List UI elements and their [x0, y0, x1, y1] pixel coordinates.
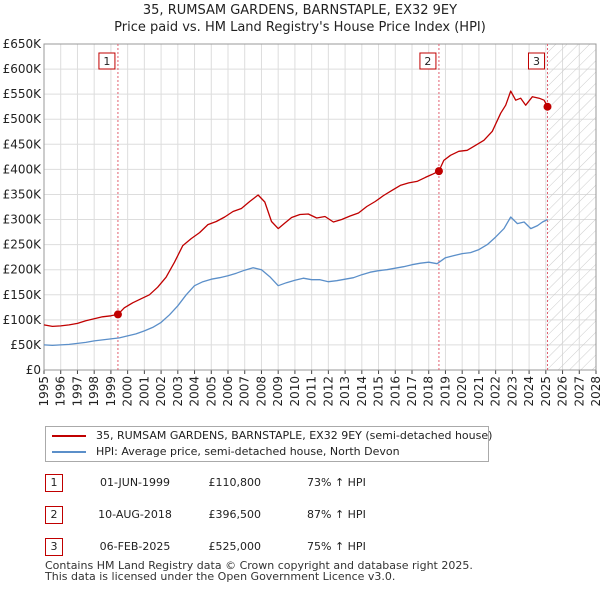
sale-point — [113, 310, 122, 319]
y-tick-label: £300K — [3, 213, 43, 227]
x-tick-label: 2000 — [121, 376, 135, 407]
x-tick-label: 2028 — [589, 376, 600, 407]
footer-attribution: Contains HM Land Registry data © Crown c… — [45, 560, 595, 582]
sale-price: £525,000 — [208, 540, 262, 553]
sale-date: 10-AUG-2018 — [98, 508, 172, 521]
sale-number-badge: 1 — [45, 474, 63, 492]
x-tick-label: 2024 — [522, 376, 536, 407]
x-tick-label: 1995 — [37, 376, 51, 407]
sale-markers: 1 2 3 — [98, 44, 548, 370]
x-tick-label: 1997 — [70, 376, 84, 407]
x-tick-label: 2007 — [238, 376, 252, 407]
x-tick-label: 2022 — [489, 376, 503, 407]
sale-point — [434, 167, 443, 176]
series — [43, 90, 552, 347]
x-tick-label: 2016 — [388, 376, 402, 407]
x-tick-label: 2020 — [455, 376, 469, 407]
y-tick-label: £100K — [3, 313, 43, 327]
x-tick-label: 1999 — [104, 376, 118, 407]
plot-frame — [43, 43, 597, 371]
sale-date: 01-JUN-1999 — [99, 476, 171, 489]
x-tick-label: 2010 — [288, 376, 302, 407]
legend-swatch-hpi — [52, 451, 86, 453]
sale-marker-label: 2 — [424, 55, 431, 68]
x-tick-label: 2004 — [188, 376, 202, 407]
y-tick-label: £350K — [3, 187, 43, 201]
x-tick-label: 2021 — [472, 376, 486, 407]
table-row: 1 01-JUN-1999 £110,800 73% ↑ HPI — [45, 474, 445, 494]
x-tick-label: 2012 — [321, 376, 335, 407]
y-tick-label: £400K — [3, 162, 43, 176]
sale-price: £396,500 — [208, 508, 262, 521]
x-tick-label: 2006 — [221, 376, 235, 407]
price-chart: £0 £50K £100K £150K £200K £250K £300K £350K £400… — [3, 37, 600, 407]
x-tick-label: 2023 — [505, 376, 519, 407]
footer-licence: This data is licensed under the Open Gov… — [45, 570, 396, 583]
forecast-hatch-region — [547, 44, 596, 370]
sale-hpi-change: 87% ↑ HPI — [307, 508, 366, 521]
legend-label-property: 35, RUMSAM GARDENS, BARNSTAPLE, EX32 9EY… — [96, 429, 493, 442]
sale-hpi-change: 73% ↑ HPI — [307, 476, 366, 489]
sale-hpi-change: 75% ↑ HPI — [307, 540, 366, 553]
y-tick-label: £650K — [3, 37, 43, 51]
x-tick-label: 2025 — [539, 376, 553, 407]
sale-date: 06-FEB-2025 — [99, 540, 171, 553]
table-row: 2 10-AUG-2018 £396,500 87% ↑ HPI — [45, 506, 445, 526]
chart-title: 35, RUMSAM GARDENS, BARNSTAPLE, EX32 9EY… — [0, 2, 600, 36]
sale-marker-box — [527, 52, 545, 70]
plot-area — [44, 44, 596, 370]
series-line-hpi — [43, 216, 548, 347]
sale-marker-label: 1 — [103, 55, 110, 68]
sale-number-badge: 2 — [45, 506, 63, 524]
x-tick-label: 2018 — [422, 376, 436, 407]
x-tick-label: 1998 — [87, 376, 101, 407]
y-tick-label: £200K — [3, 263, 43, 277]
y-tick-label: £500K — [3, 112, 43, 126]
x-tick-label: 2008 — [254, 376, 268, 407]
legend-label-hpi: HPI: Average price, semi-detached house,… — [96, 445, 400, 458]
y-tick-label: £250K — [3, 238, 43, 252]
legend-item-property: 35, RUMSAM GARDENS, BARNSTAPLE, EX32 9EY… — [52, 428, 492, 444]
legend-item-hpi: HPI: Average price, semi-detached house,… — [52, 444, 400, 460]
x-tick-label: 2019 — [438, 376, 452, 407]
legend-swatch-property — [52, 435, 86, 437]
sale-marker-box — [419, 52, 437, 70]
table-row: 3 06-FEB-2025 £525,000 75% ↑ HPI — [45, 538, 445, 558]
series-line-property — [43, 90, 549, 328]
x-tick-label: 2014 — [355, 376, 369, 407]
y-tick-label: £550K — [3, 87, 43, 101]
x-tick-label: 2027 — [572, 376, 586, 407]
y-tick-label: £0 — [26, 363, 41, 377]
x-tick-label: 2013 — [338, 376, 352, 407]
grid — [43, 43, 597, 371]
sale-marker-box — [98, 52, 116, 70]
x-tick-label: 2011 — [305, 376, 319, 407]
x-tick-label: 2005 — [204, 376, 218, 407]
y-tick-label: £600K — [3, 62, 43, 76]
x-tick-label: 2026 — [556, 376, 570, 407]
x-tick-label: 2009 — [271, 376, 285, 407]
y-tick-label: £450K — [3, 137, 43, 151]
sale-point — [543, 102, 552, 111]
x-tick-label: 2001 — [137, 376, 151, 407]
footer-copyright: Contains HM Land Registry data © Crown c… — [45, 559, 473, 572]
chart-title-line1: 35, RUMSAM GARDENS, BARNSTAPLE, EX32 9EY — [142, 3, 458, 18]
legend: 35, RUMSAM GARDENS, BARNSTAPLE, EX32 9EY… — [45, 426, 492, 462]
axes: £0 £50K £100K £150K £200K £250K £300K £350K £400… — [3, 37, 600, 407]
sale-number-badge: 3 — [45, 538, 63, 556]
y-tick-label: £50K — [10, 338, 42, 352]
y-tick-label: £150K — [3, 288, 43, 302]
sale-price: £110,800 — [208, 476, 262, 489]
x-tick-label: 2002 — [154, 376, 168, 407]
sale-marker-label: 3 — [533, 55, 540, 68]
x-tick-label: 2015 — [372, 376, 386, 407]
x-tick-label: 1996 — [54, 376, 68, 407]
x-tick-label: 2017 — [405, 376, 419, 407]
x-tick-label: 2003 — [171, 376, 185, 407]
chart-subtitle: Price paid vs. HM Land Registry's House … — [114, 20, 486, 35]
